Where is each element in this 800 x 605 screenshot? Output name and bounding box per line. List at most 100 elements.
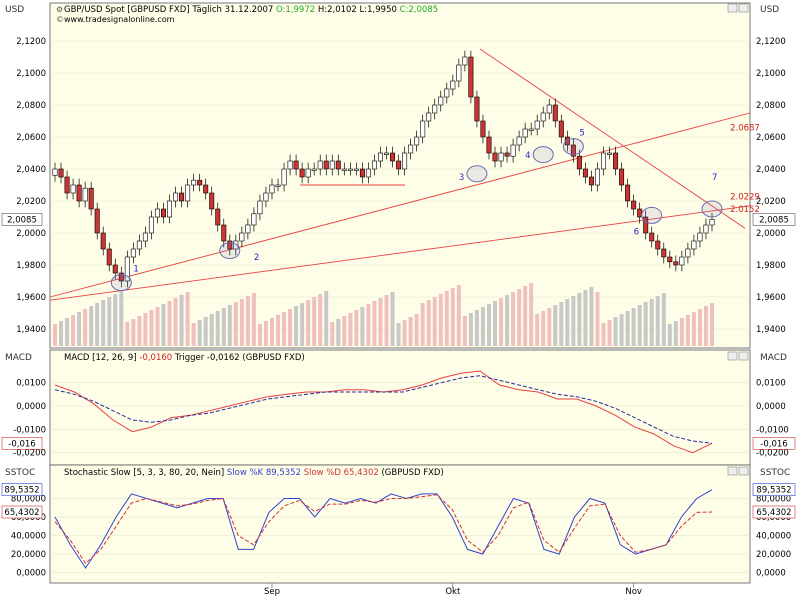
volume-bar	[276, 315, 281, 346]
volume-bar	[547, 308, 552, 346]
settings-icon[interactable]: ⚙	[56, 5, 63, 14]
volume-bar	[619, 314, 624, 346]
volume-bar	[553, 305, 558, 346]
candle-body	[94, 208, 100, 234]
volume-bar	[215, 311, 220, 346]
volume-bar	[613, 317, 618, 346]
candle-body	[564, 136, 570, 146]
volume-bar	[565, 299, 570, 346]
volume-bar	[221, 308, 226, 346]
volume-bar	[523, 286, 528, 346]
volume-bar	[384, 295, 389, 346]
candle-body	[697, 232, 703, 242]
candle-body	[510, 144, 516, 157]
macd-axis-label-right: MACD	[760, 353, 787, 363]
macd-maximize-button[interactable]	[738, 351, 749, 361]
chart-annotation: 2.0687	[730, 124, 760, 134]
candle-body	[522, 128, 528, 138]
candle-body	[582, 168, 588, 178]
volume-bar	[245, 296, 250, 346]
volume-bar	[679, 318, 684, 346]
price-tick-left: 2,1200	[16, 37, 46, 47]
ohlc-high: H:2,0102	[318, 5, 357, 15]
candle-body	[335, 160, 341, 170]
stoch-d-badge-right	[752, 505, 796, 519]
maximize-button[interactable]	[738, 3, 749, 13]
pivot-ellipse	[466, 165, 488, 183]
stoch-axis-label-left: SSTOC	[5, 468, 35, 478]
volume-bar	[233, 302, 238, 346]
currency-right: USD	[760, 5, 779, 15]
candle-body	[486, 136, 492, 154]
volume-bar	[306, 300, 311, 346]
volume-bar	[607, 320, 612, 346]
candle-body	[64, 176, 70, 194]
candle-body	[347, 168, 353, 171]
stoch-maximize-button[interactable]	[738, 466, 749, 476]
volume-bar	[300, 303, 305, 346]
candle-body	[160, 208, 166, 218]
candle-body	[88, 187, 94, 210]
volume-bar	[336, 319, 341, 346]
stoch-tick-left: 0,0000	[16, 569, 46, 579]
stoch-tick-right: 20,0000	[756, 550, 791, 560]
candle-body	[52, 168, 58, 176]
candle-body	[215, 208, 221, 226]
volume-bar	[390, 292, 395, 346]
candle-body	[607, 152, 613, 155]
ohlc-open: O:1,9972	[276, 5, 315, 15]
ohlc-low: L:1,9950	[360, 5, 397, 15]
candle-body	[76, 184, 82, 202]
volume-bar	[101, 300, 106, 346]
volume-bar	[673, 321, 678, 346]
chart-annotation: 2.0152	[730, 205, 760, 215]
stoch-tick-right: 80,0000	[756, 495, 791, 505]
candle-body	[661, 248, 667, 258]
stoch-axis-label-right: SSTOC	[760, 468, 790, 478]
ohlc-close: C:2,0085	[400, 5, 439, 15]
macd-last-label-right: -0,016	[760, 439, 787, 449]
price-tick-right: 1,9800	[756, 261, 786, 271]
minimize-button[interactable]	[727, 3, 738, 13]
volume-bar	[59, 321, 64, 346]
volume-bar	[691, 312, 696, 346]
candle-body	[390, 152, 396, 162]
candle-body	[311, 168, 317, 171]
volume-bar	[450, 288, 455, 346]
volume-bar	[185, 292, 190, 346]
volume-bar	[107, 297, 112, 346]
pivot-ellipse	[110, 274, 132, 292]
candle-body	[420, 120, 426, 138]
volume-bar	[227, 305, 232, 346]
candle-body	[124, 256, 130, 282]
macd-tick-left: -0,0100	[13, 425, 46, 435]
volume-bar	[203, 317, 208, 346]
volume-bar	[493, 301, 498, 346]
volume-bar	[167, 301, 172, 346]
volume-bar	[294, 306, 299, 346]
volume-bar	[420, 303, 425, 346]
candle-body	[480, 120, 486, 138]
chart-annotation: 2.0229	[730, 192, 760, 202]
stoch-k-line	[54, 489, 713, 569]
candle-body	[251, 213, 257, 226]
stoch-k-badge-right	[752, 483, 796, 496]
volume-bar	[282, 312, 287, 346]
candle-body	[179, 192, 185, 202]
volume-bar	[95, 303, 100, 346]
volume-bar	[360, 307, 365, 346]
stoch-minimize-button[interactable]	[727, 466, 738, 476]
macd-axis-label-left: MACD	[5, 353, 32, 363]
candle-body	[594, 168, 600, 186]
macd-minimize-button[interactable]	[727, 351, 738, 361]
stoch-tick-right: 40,0000	[756, 532, 791, 542]
macd-panel	[49, 349, 751, 466]
candle-body	[546, 104, 552, 114]
price-tick-left: 2,0600	[16, 133, 46, 143]
candle-body	[528, 128, 534, 131]
volume-bar	[661, 293, 666, 346]
volume-bar	[53, 324, 57, 346]
volume-bar	[517, 289, 522, 346]
candle-body	[468, 56, 474, 98]
